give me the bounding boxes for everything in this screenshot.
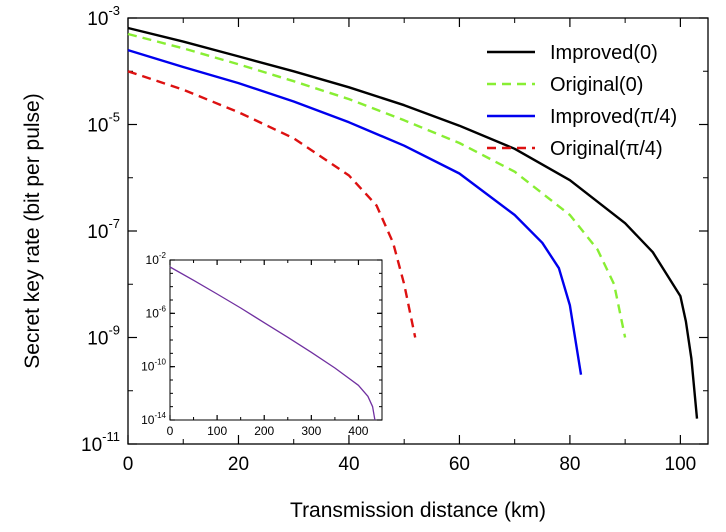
inset-x-tick-label: 300 — [301, 424, 321, 438]
main-axis-ticks: 10-310-510-710-910-110 20 40 60 80 100 — [81, 3, 708, 475]
x-tick-label: 80 — [559, 454, 580, 475]
x-axis-title: Transmission distance (km) — [290, 499, 546, 522]
series-line-original-pi-4 — [127, 70, 417, 338]
series-line-original-0 — [127, 32, 627, 338]
y-tick-label: 10-9 — [87, 323, 120, 350]
inset-x-tick-label: 200 — [254, 424, 274, 438]
x-tick-label: 100 — [665, 454, 697, 475]
inset-series-line-0 — [169, 266, 376, 421]
legend-label-original-pi4: Original(π/4) — [550, 138, 663, 160]
y-axis-title: Secret key rate (bit per pulse) — [21, 93, 44, 368]
legend: Improved(0) Original(0) Improved(π/4) Or… — [487, 42, 677, 160]
inset-x-tick-label: 100 — [207, 424, 227, 438]
inset-plot-frame — [169, 259, 383, 421]
series-line-improved-0 — [127, 26, 699, 419]
x-tick-label: 40 — [338, 454, 359, 475]
main-series-group — [127, 26, 699, 419]
y-tick-label: 10-11 — [81, 429, 120, 456]
x-tick-label: 20 — [228, 454, 249, 475]
inset-series-group — [169, 266, 376, 421]
legend-label-original-0: Original(0) — [550, 74, 643, 96]
inset-axis-ticks: 10-2 10-6 10-10 10-140 100 200 300 400 — [141, 251, 382, 438]
series-line-improved-pi-4 — [127, 48, 583, 375]
x-tick-label: 0 — [123, 454, 134, 475]
inset-y-tick-label: 10-2 — [146, 251, 167, 267]
legend-label-improved-pi4: Improved(π/4) — [550, 106, 677, 128]
legend-label-improved-0: Improved(0) — [550, 42, 658, 64]
y-tick-label: 10-5 — [87, 110, 120, 137]
x-tick-label: 60 — [449, 454, 470, 475]
inset-y-tick-label: 10-14 — [141, 411, 166, 427]
inset-y-tick-label: 10-10 — [141, 358, 166, 374]
y-tick-label: 10-3 — [87, 3, 120, 30]
y-tick-label: 10-7 — [87, 216, 120, 243]
inset-y-tick-label: 10-6 — [146, 304, 167, 320]
inset-x-tick-label: 400 — [348, 424, 368, 438]
inset-x-tick-label: 0 — [167, 424, 174, 438]
